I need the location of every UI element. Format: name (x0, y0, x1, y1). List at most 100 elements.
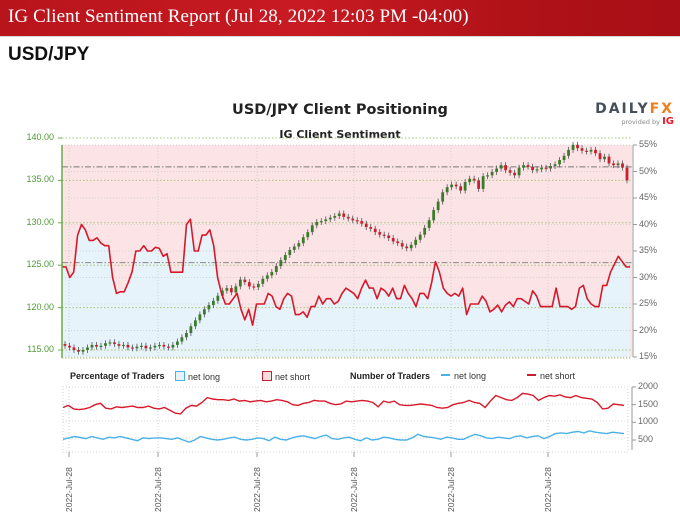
candle-body (211, 300, 215, 306)
candle-body (149, 347, 152, 349)
net-long-line-icon (441, 374, 450, 376)
net-long-swatch-icon (175, 371, 185, 381)
candle-body (225, 288, 229, 291)
candle-body (427, 220, 431, 228)
candle-body (144, 345, 148, 349)
candle-body (499, 165, 503, 169)
percent-tick-label: 40% (639, 218, 658, 229)
candle-body (432, 210, 436, 221)
candle-body (612, 163, 615, 166)
candle-body (283, 255, 287, 261)
candle-body (158, 344, 161, 347)
logo-daily: DAILY (595, 101, 650, 117)
candle-body (405, 246, 409, 249)
percent-tick-label: 45% (639, 192, 658, 202)
candle-body (540, 167, 543, 170)
percent-tick-label: 20% (639, 324, 658, 335)
candle-body (369, 227, 373, 229)
candle-body (77, 350, 80, 352)
candle-body (86, 347, 89, 350)
traders-tick-label: 500 (638, 434, 654, 444)
candle-body (364, 223, 368, 228)
candle-body (508, 170, 512, 173)
candle-body (247, 282, 251, 287)
candle-body (454, 184, 458, 187)
candle-body (513, 172, 516, 176)
candle-body (117, 344, 121, 346)
candle-body (373, 228, 377, 233)
candle-body (113, 342, 116, 345)
traders-tick-label: 1000 (638, 416, 659, 427)
candle-body (162, 344, 166, 347)
candle-body (571, 144, 575, 150)
candle-body (252, 286, 256, 288)
price-tick-label: 135.00 (26, 174, 54, 185)
date-tick-label: 2022-Jul-28 (64, 467, 74, 512)
candle-body (337, 213, 341, 217)
candle-body (382, 234, 386, 236)
candle-body (270, 271, 274, 276)
candle-body (63, 344, 67, 346)
net-short-swatch-icon (262, 371, 272, 381)
percent-tick-label: 55% (639, 139, 658, 149)
candle-body (355, 220, 359, 222)
legend-net-short-pct[interactable]: net short (262, 371, 310, 382)
candle-body (176, 341, 179, 345)
candle-body (580, 148, 584, 151)
legend-net-long-count[interactable]: net long (441, 371, 486, 381)
legend-net-short-count[interactable]: net short (527, 371, 575, 381)
candle-body (544, 167, 548, 169)
candle-body (167, 346, 170, 348)
candle-body (391, 238, 395, 242)
candle-body (400, 243, 404, 247)
candle-body (207, 305, 211, 310)
candle-body (459, 186, 463, 191)
candle-body (378, 232, 382, 235)
candle-body (517, 167, 521, 176)
candle-body (504, 165, 508, 171)
candle-body (589, 149, 593, 152)
candle-body (265, 275, 269, 279)
candle-body (324, 219, 328, 222)
percent-tick-label: 35% (639, 245, 658, 255)
report-title: IG Client Sentiment Report (Jul 28, 2022… (8, 6, 469, 27)
percentage-legend-title: Percentage of Traders (70, 371, 165, 381)
candle-body (328, 217, 332, 220)
candle-body (423, 227, 427, 235)
price-tick-label: 130.00 (26, 216, 54, 227)
candle-body (90, 344, 94, 348)
candle-body (333, 216, 337, 218)
candle-body (351, 218, 355, 221)
candle-body (409, 244, 413, 249)
candle-body (81, 350, 85, 352)
traders-tick-label: 2000 (638, 381, 659, 391)
logo-provided-by: provided by (621, 118, 660, 126)
candle-body (274, 266, 278, 272)
candle-body (297, 243, 301, 247)
candle-body (306, 232, 310, 238)
date-tick-label: 2022-Jul-28 (349, 467, 359, 512)
percent-tick-label: 50% (639, 165, 658, 176)
traders-legend-title: Number of Traders (350, 371, 431, 381)
ig-logo: IG (662, 116, 674, 127)
candle-body (495, 168, 499, 172)
candle-body (180, 337, 184, 342)
net-short-line-icon (527, 374, 536, 376)
candle-body (202, 309, 206, 315)
candle-body (310, 225, 314, 233)
dailyfx-logo: DAILYFX provided by IG (584, 101, 674, 127)
legend-net-long-pct[interactable]: net long (175, 371, 220, 382)
candle-body (607, 156, 611, 164)
candle-body (549, 165, 552, 169)
candle-body (189, 326, 193, 334)
candle-body (472, 178, 476, 181)
candle-body (301, 237, 305, 244)
price-tick-label: 140.00 (26, 132, 54, 142)
candle-body (445, 187, 449, 193)
candle-body (436, 201, 440, 211)
candle-body (585, 150, 588, 152)
candle-body (104, 343, 107, 346)
candle-body (360, 221, 364, 224)
candle-body (220, 290, 224, 296)
candle-body (193, 320, 197, 327)
